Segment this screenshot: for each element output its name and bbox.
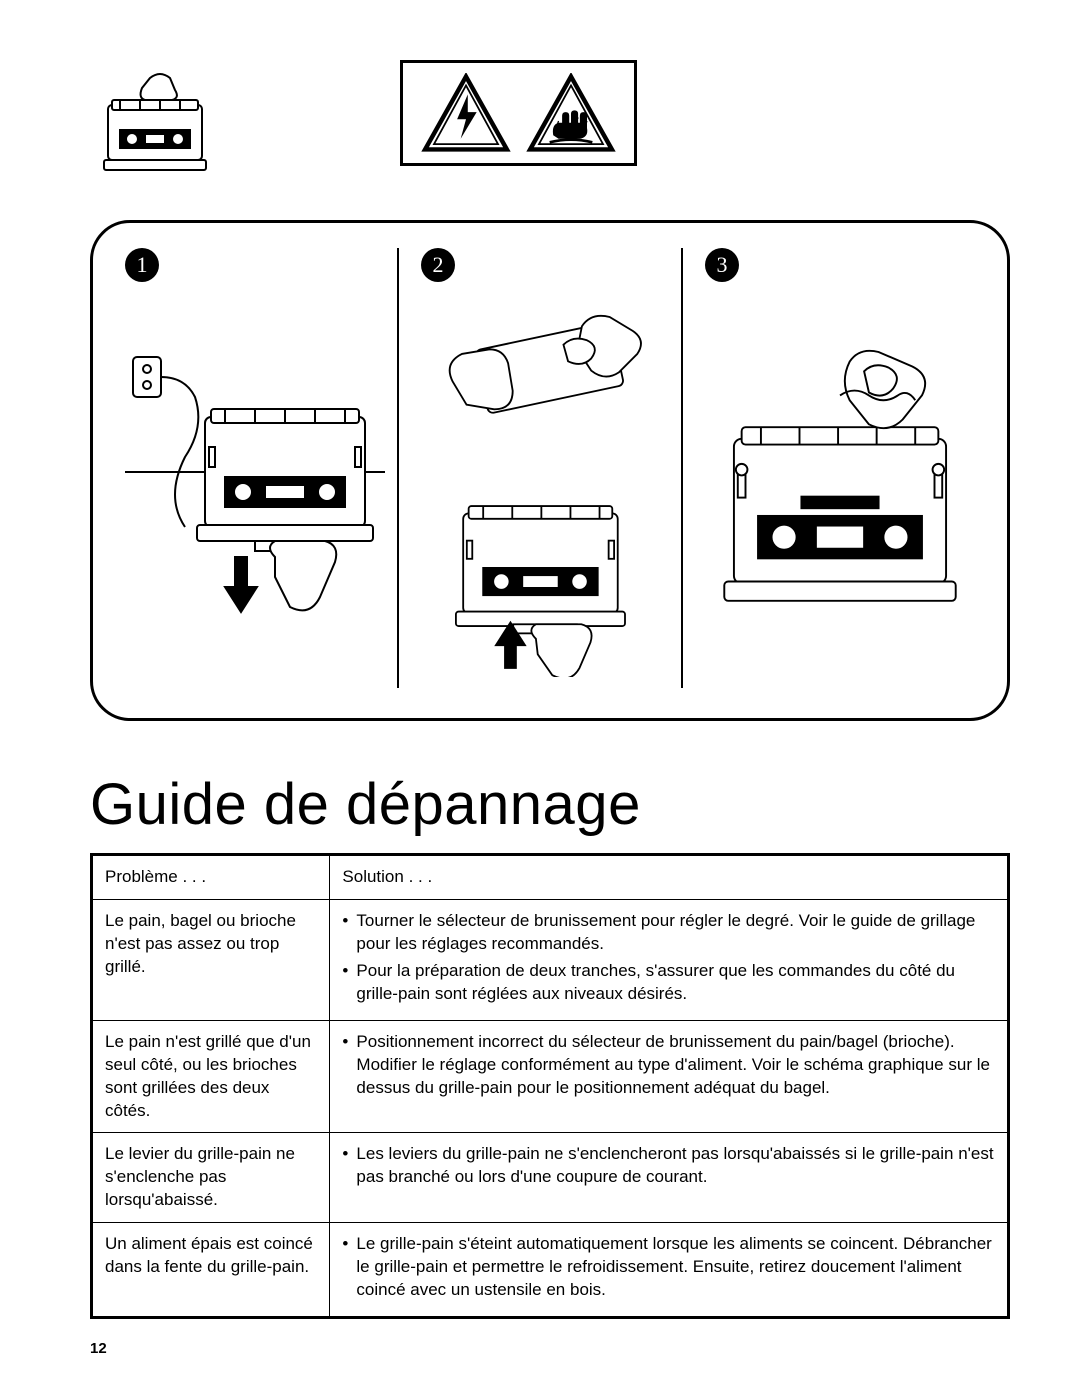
warning-box bbox=[400, 60, 637, 166]
troubleshooting-table: Problème . . . Solution . . . Le pain, b… bbox=[90, 853, 1010, 1319]
solution-item: Pour la préparation de deux tranches, s'… bbox=[342, 960, 995, 1006]
solution-item: Le grille-pain s'éteint automatiquement … bbox=[342, 1233, 995, 1302]
table-row: Le pain, bagel ou brioche n'est pas asse… bbox=[92, 899, 1009, 1020]
step-2-illustration bbox=[421, 297, 669, 677]
solution-cell: Positionnement incorrect du sélecteur de… bbox=[330, 1020, 1009, 1133]
step-badge: 1 bbox=[125, 248, 159, 282]
step-1-illustration bbox=[125, 297, 385, 677]
problem-cell: Le pain, bagel ou brioche n'est pas asse… bbox=[92, 899, 330, 1020]
solution-item: Positionnement incorrect du sélecteur de… bbox=[342, 1031, 995, 1100]
solution-cell: Tourner le sélecteur de brunissement pou… bbox=[330, 899, 1009, 1020]
step-badge: 3 bbox=[705, 248, 739, 282]
table-row: Le pain n'est grillé que d'un seul côté,… bbox=[92, 1020, 1009, 1133]
page-title: Guide de dépannage bbox=[90, 771, 1010, 838]
table-row: Un aliment épais est coincé dans la fent… bbox=[92, 1223, 1009, 1318]
step-badge: 2 bbox=[421, 248, 455, 282]
step-3: 3 bbox=[693, 248, 987, 688]
header-row bbox=[90, 60, 1010, 180]
step-1: 1 bbox=[113, 248, 399, 688]
step-3-illustration bbox=[705, 297, 975, 677]
solution-cell: Le grille-pain s'éteint automatiquement … bbox=[330, 1223, 1009, 1318]
toaster-thumbnail bbox=[90, 60, 220, 180]
problem-cell: Un aliment épais est coincé dans la fent… bbox=[92, 1223, 330, 1318]
steps-panel: 1 bbox=[90, 220, 1010, 721]
solution-item: Tourner le sélecteur de brunissement pou… bbox=[342, 910, 995, 956]
step-2: 2 bbox=[409, 248, 683, 688]
solution-cell: Les leviers du grille-pain ne s'enclench… bbox=[330, 1133, 1009, 1223]
burn-hazard-icon bbox=[526, 73, 616, 153]
page-number: 12 bbox=[90, 1340, 107, 1357]
problem-cell: Le levier du grille-pain ne s'enclenche … bbox=[92, 1133, 330, 1223]
col-header-solution: Solution . . . bbox=[330, 855, 1009, 900]
solution-item: Les leviers du grille-pain ne s'enclench… bbox=[342, 1143, 995, 1189]
problem-cell: Le pain n'est grillé que d'un seul côté,… bbox=[92, 1020, 330, 1133]
shock-hazard-icon bbox=[421, 73, 511, 153]
col-header-problem: Problème . . . bbox=[92, 855, 330, 900]
table-row: Le levier du grille-pain ne s'enclenche … bbox=[92, 1133, 1009, 1223]
